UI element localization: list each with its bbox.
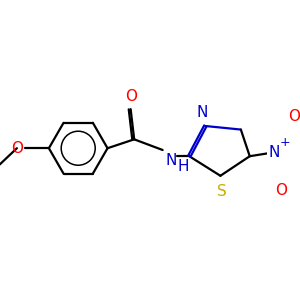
Text: H: H: [178, 159, 189, 174]
Text: N: N: [268, 145, 279, 160]
Text: O: O: [11, 141, 23, 156]
Text: N: N: [196, 105, 207, 120]
Text: N: N: [165, 153, 177, 168]
Text: O: O: [288, 109, 300, 124]
Text: +: +: [280, 136, 291, 149]
Text: O: O: [125, 89, 137, 104]
Text: O: O: [275, 183, 287, 198]
Text: S: S: [217, 184, 227, 199]
